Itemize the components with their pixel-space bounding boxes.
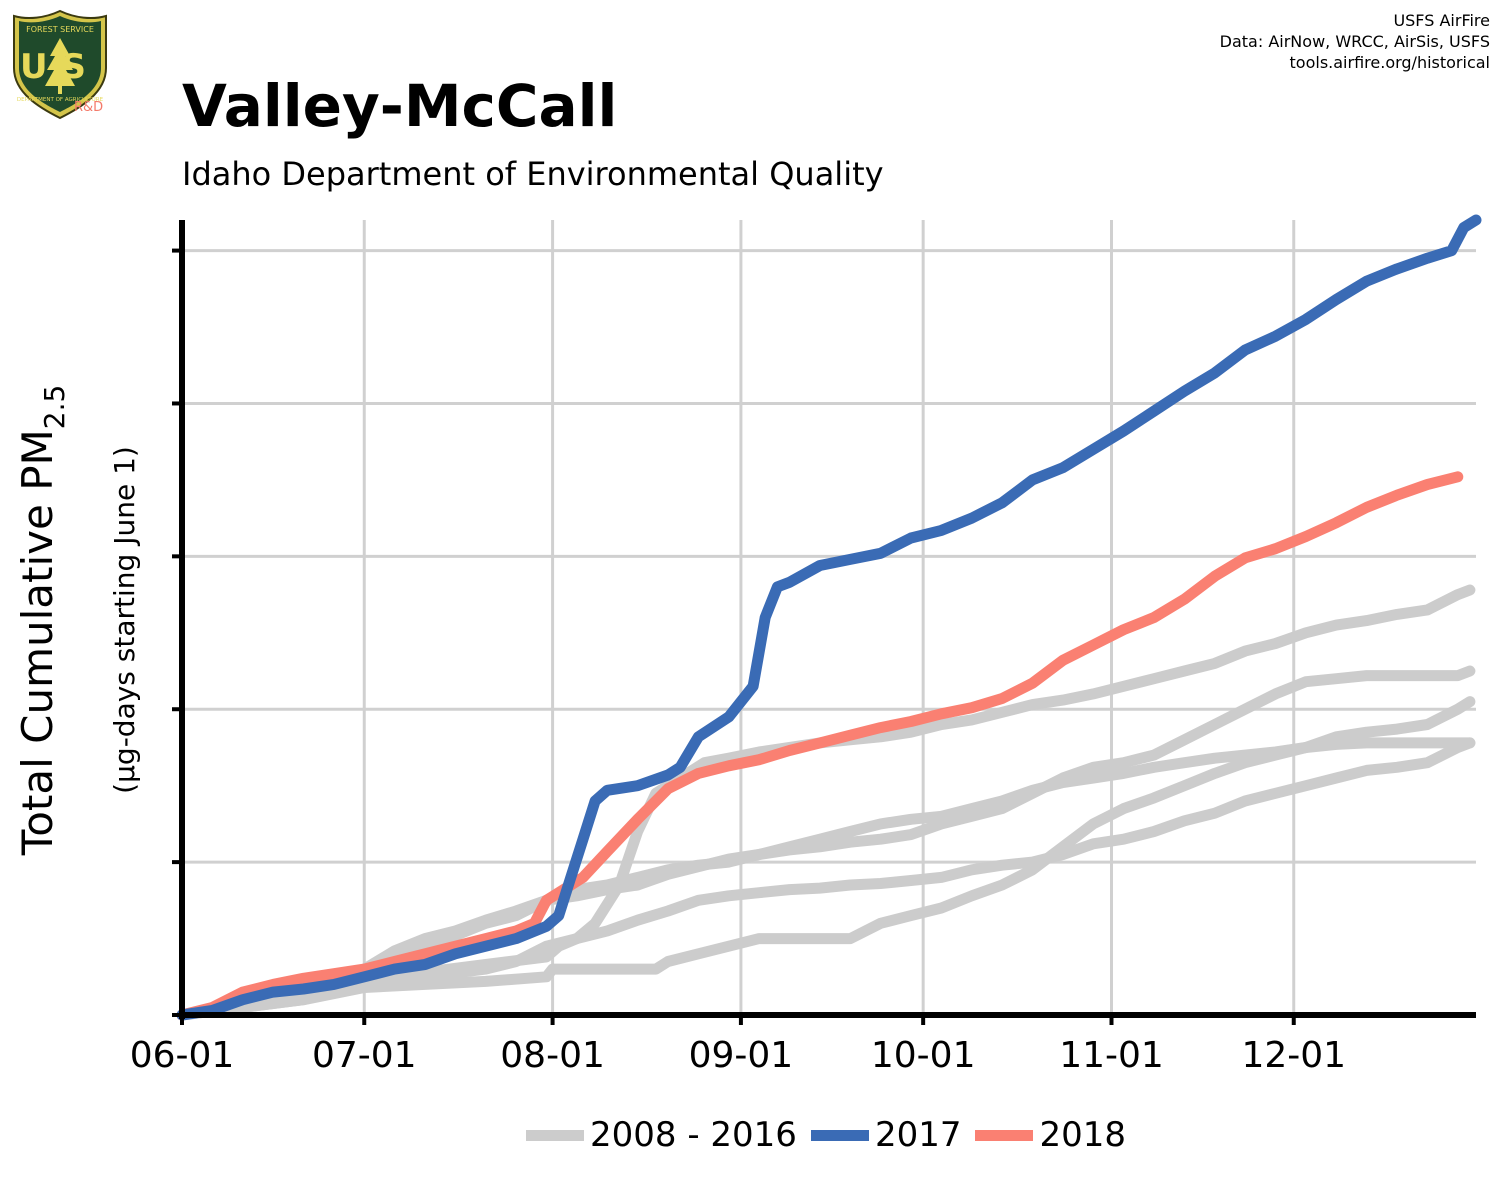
x-tick-label: 10-01 [871,1035,976,1076]
y-axis-label-subscript: 2.5 [38,385,71,430]
series-line-historical [176,696,1476,1021]
credit-line-3: tools.airfire.org/historical [1289,53,1490,72]
series-line-historical [176,665,1476,1021]
y-axis-label-main: Total Cumulative PM [13,429,62,856]
x-tick-label: 11-01 [1059,1035,1164,1076]
legend-item-historical: 2008 - 2016 [526,1115,797,1155]
legend-label-2018: 2018 [1039,1115,1127,1155]
legend-swatch-2017 [810,1129,869,1141]
credit-line-1: USFS AirFire [1393,11,1490,30]
grid-lines [182,220,1476,1015]
legend-label-2017: 2017 [874,1115,962,1155]
axes [172,220,1476,1025]
credit-line-2: Data: AirNow, WRCC, AirSis, USFS [1219,32,1490,51]
y-axis-label: Total Cumulative PM2.5 [13,385,71,857]
logo-rd-label: R&D [74,100,104,115]
tree-icon [45,38,75,94]
x-tick-label: 12-01 [1241,1035,1346,1076]
x-tick-label: 06-01 [130,1035,235,1076]
y-axis-units-label: (µg-days starting June 1) [108,446,141,794]
x-tick-label: 08-01 [500,1035,605,1076]
legend-swatch-historical [526,1129,584,1141]
legend-swatch-2018 [975,1129,1034,1141]
x-tick-label: 09-01 [689,1035,794,1076]
series-line-historical [176,584,1476,1021]
series-lines [176,214,1482,1021]
forest-service-logo: FOREST SERVICE US DEPARTMENT OF AGRICULT… [13,9,107,120]
legend-item-2018: 2018 [975,1115,1126,1155]
x-tick-labels: 06-01 07-01 08-01 09-01 10-01 11-01 12-01 [130,1035,1346,1076]
legend-item-2017: 2017 [810,1115,962,1155]
logo-top-text: FOREST SERVICE [26,25,94,34]
series-line-2017 [176,214,1482,1021]
x-tick-label: 07-01 [312,1035,417,1076]
credits: USFS AirFire Data: AirNow, WRCC, AirSis,… [1220,10,1490,73]
legend-label-historical: 2008 - 2016 [590,1115,797,1155]
series-line-2018 [176,471,1464,1021]
chart-subtitle: Idaho Department of Environmental Qualit… [182,155,884,193]
logo-bottom-text: DEPARTMENT OF AGRICULTURE [17,97,104,103]
chart-title: Valley-McCall [182,72,618,140]
legend: 2008 - 2016 2017 2018 [0,1110,1500,1160]
